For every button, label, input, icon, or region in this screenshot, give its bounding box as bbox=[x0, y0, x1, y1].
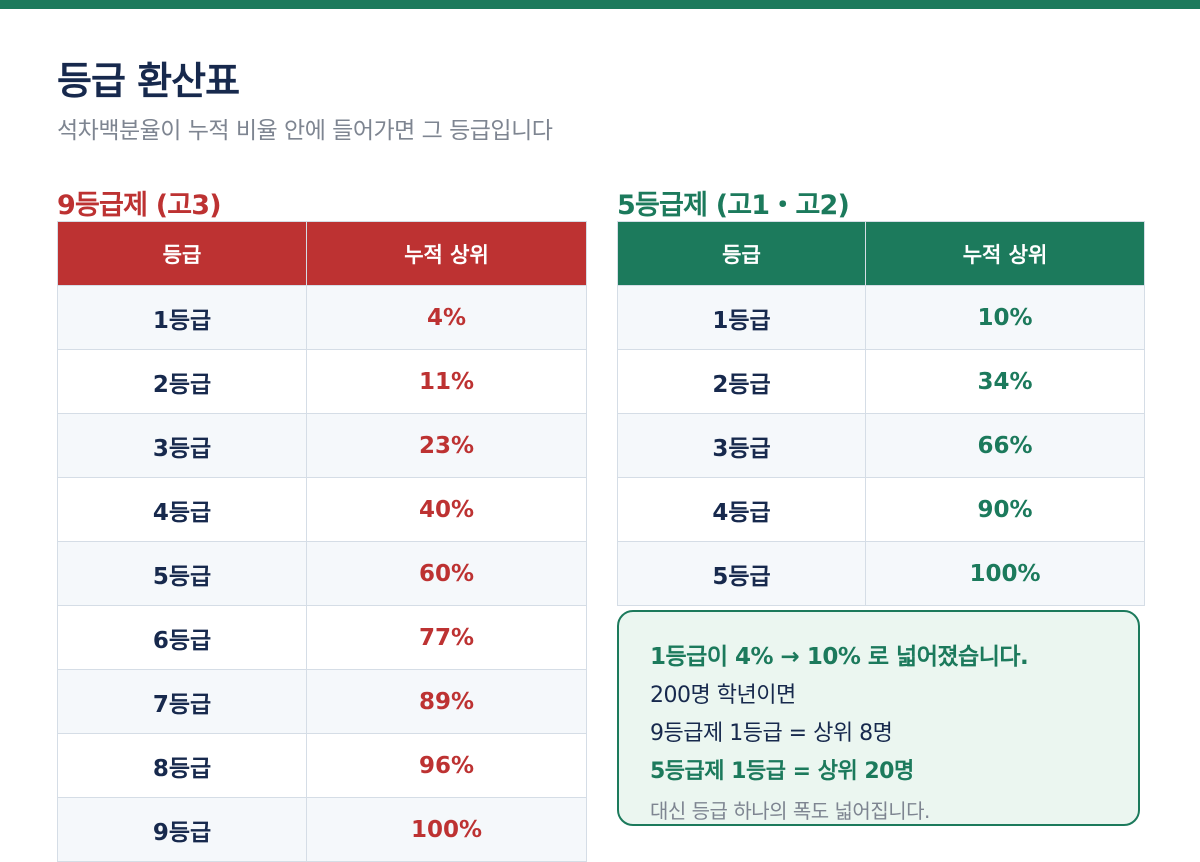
grade-cell: 1등급 bbox=[617, 285, 866, 350]
table-row: 2등급 34% bbox=[617, 349, 1145, 414]
grade-cell: 9등급 bbox=[57, 797, 307, 862]
cumulative-cell: 77% bbox=[306, 605, 587, 670]
cumulative-cell: 96% bbox=[306, 733, 587, 798]
grade-cell: 8등급 bbox=[57, 733, 307, 798]
note-footnote: 대신 등급 하나의 폭도 넓어집니다. bbox=[650, 799, 930, 823]
cumulative-cell: 11% bbox=[306, 349, 587, 414]
cumulative-cell: 10% bbox=[865, 285, 1145, 350]
cumulative-cell: 4% bbox=[306, 285, 587, 350]
table-row: 5등급 100% bbox=[617, 541, 1145, 606]
table-header-row: 등급 누적 상위 bbox=[617, 221, 1145, 286]
top-accent-bar bbox=[0, 0, 1200, 9]
table-row: 3등급 66% bbox=[617, 413, 1145, 478]
grade-cell: 4등급 bbox=[617, 477, 866, 542]
cumulative-cell: 89% bbox=[306, 669, 587, 734]
table-row: 3등급 23% bbox=[57, 413, 587, 478]
table-row: 6등급 77% bbox=[57, 605, 587, 670]
nine-grade-table: 등급 누적 상위 1등급 4% 2등급 11% 3등급 23% 4등급 40% 5등급 6… bbox=[57, 221, 587, 862]
grade-cell: 5등급 bbox=[57, 541, 307, 606]
column-header-grade: 등급 bbox=[57, 221, 307, 286]
table-row: 1등급 10% bbox=[617, 285, 1145, 350]
cumulative-cell: 34% bbox=[865, 349, 1145, 414]
table-row: 8등급 96% bbox=[57, 733, 587, 798]
cumulative-cell: 23% bbox=[306, 413, 587, 478]
table-row: 2등급 11% bbox=[57, 349, 587, 414]
note-line: 200명 학년이면 bbox=[650, 683, 796, 708]
table-row: 9등급 100% bbox=[57, 797, 587, 862]
grade-cell: 7등급 bbox=[57, 669, 307, 734]
grade-cell: 3등급 bbox=[57, 413, 307, 478]
cumulative-cell: 90% bbox=[865, 477, 1145, 542]
cumulative-cell: 40% bbox=[306, 477, 587, 542]
note-highlight-line: 5등급제 1등급 = 상위 20명 bbox=[650, 759, 914, 784]
five-grade-table: 등급 누적 상위 1등급 10% 2등급 34% 3등급 66% 4등급 90% 5등급… bbox=[617, 221, 1145, 606]
table-row: 4등급 40% bbox=[57, 477, 587, 542]
table-row: 7등급 89% bbox=[57, 669, 587, 734]
grade-cell: 5등급 bbox=[617, 541, 866, 606]
cumulative-cell: 100% bbox=[865, 541, 1145, 606]
grade-cell: 4등급 bbox=[57, 477, 307, 542]
column-header-grade: 등급 bbox=[617, 221, 866, 286]
column-header-cumulative: 누적 상위 bbox=[306, 221, 587, 286]
five-grade-heading: 5등급제 (고1・고2) bbox=[617, 190, 850, 221]
nine-grade-heading: 9등급제 (고3) bbox=[57, 190, 222, 221]
grade-cell: 6등급 bbox=[57, 605, 307, 670]
table-row: 5등급 60% bbox=[57, 541, 587, 606]
cumulative-cell: 66% bbox=[865, 413, 1145, 478]
note-line: 9등급제 1등급 = 상위 8명 bbox=[650, 721, 893, 746]
grade-cell: 1등급 bbox=[57, 285, 307, 350]
table-header-row: 등급 누적 상위 bbox=[57, 221, 587, 286]
cumulative-cell: 60% bbox=[306, 541, 587, 606]
page-subtitle: 석차백분율이 누적 비율 안에 들어가면 그 등급입니다 bbox=[57, 118, 553, 144]
summary-note-box: 1등급이 4% → 10% 로 넓어졌습니다. 200명 학년이면 9등급제 1… bbox=[617, 610, 1140, 826]
grade-cell: 3등급 bbox=[617, 413, 866, 478]
page-title: 등급 환산표 bbox=[57, 59, 240, 103]
cumulative-cell: 100% bbox=[306, 797, 587, 862]
note-headline: 1등급이 4% → 10% 로 넓어졌습니다. bbox=[650, 644, 1029, 670]
table-row: 4등급 90% bbox=[617, 477, 1145, 542]
grade-cell: 2등급 bbox=[57, 349, 307, 414]
column-header-cumulative: 누적 상위 bbox=[865, 221, 1145, 286]
table-row: 1등급 4% bbox=[57, 285, 587, 350]
grade-cell: 2등급 bbox=[617, 349, 866, 414]
